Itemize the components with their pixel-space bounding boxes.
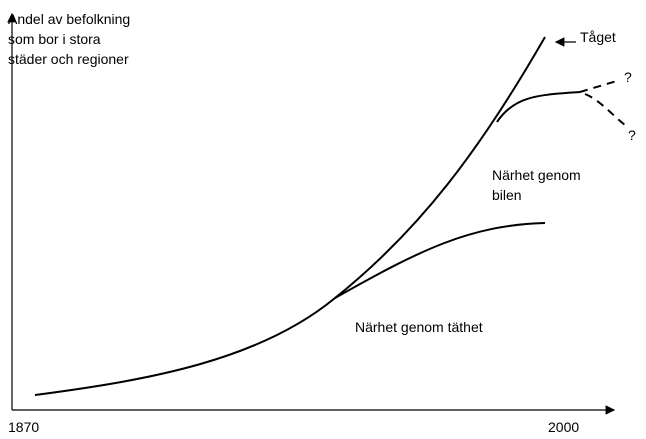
density-label: Närhet genom täthet bbox=[355, 319, 483, 335]
x-axis-label: 1870 bbox=[8, 419, 39, 435]
x-axis-label: 2000 bbox=[548, 419, 579, 435]
y-axis-label: Andel av befolkning bbox=[8, 11, 130, 27]
car-dashed-down bbox=[584, 93, 626, 126]
car-label: Närhet genom bbox=[492, 167, 581, 183]
y-axis-label: städer och regioner bbox=[8, 51, 129, 67]
car-curve bbox=[496, 91, 581, 123]
train-label: Tåget bbox=[580, 29, 616, 45]
train-curve bbox=[34, 36, 546, 396]
car-dashed-up bbox=[579, 79, 621, 93]
y-axis-label: som bor i stora bbox=[8, 31, 101, 47]
question-label: ? bbox=[624, 69, 632, 85]
density-curve bbox=[334, 222, 546, 299]
question-label: ? bbox=[628, 127, 636, 143]
car-label: bilen bbox=[492, 187, 522, 203]
